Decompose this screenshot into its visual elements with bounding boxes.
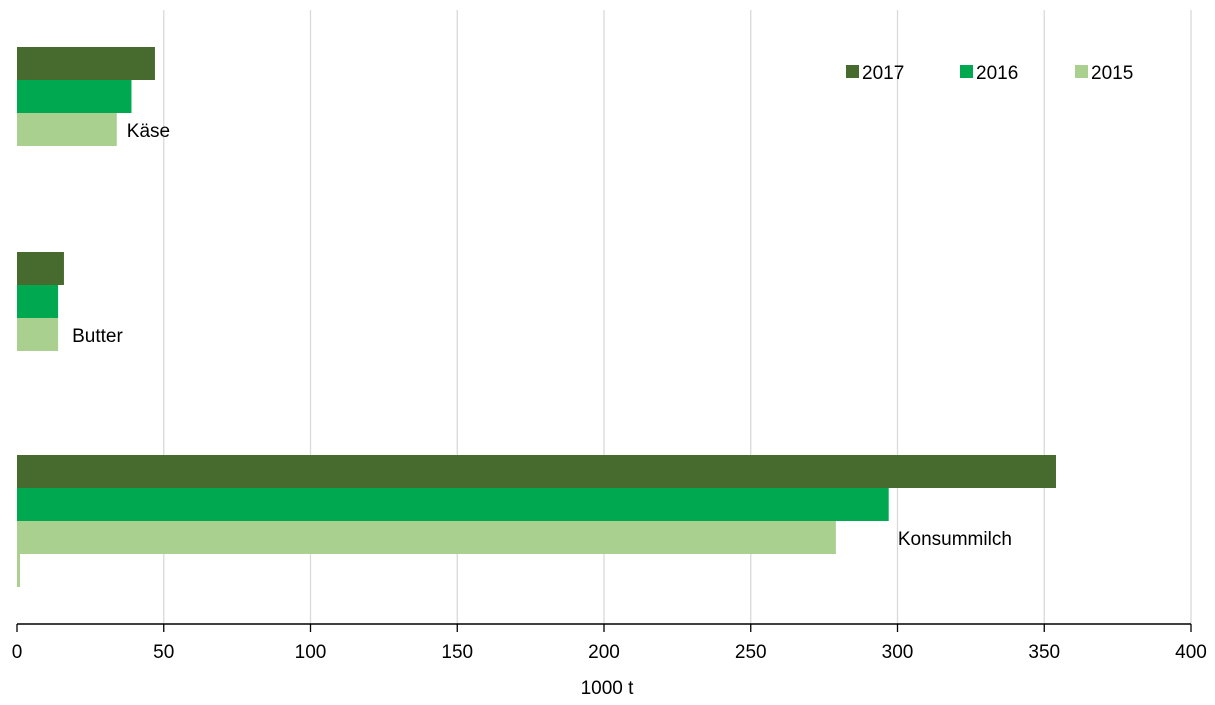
- x-tick-label: 100: [295, 642, 327, 663]
- bar-2015-0: [17, 113, 117, 146]
- x-tick-label: 400: [1175, 642, 1207, 663]
- gridlines: [163, 10, 1192, 624]
- x-tick-label: 350: [1028, 642, 1060, 663]
- legend: 2017 2016 2015: [846, 63, 1133, 84]
- x-tick-label: 150: [441, 642, 473, 663]
- legend-label-2017: 2017: [862, 63, 904, 84]
- x-tick-label: 0: [12, 642, 23, 663]
- x-tick-label: 50: [153, 642, 174, 663]
- x-axis-title: 1000 t: [581, 678, 635, 699]
- bar-2015-2: [17, 521, 836, 554]
- bar-2016-1: [17, 285, 59, 318]
- bar-2016-2: [17, 488, 889, 521]
- legend-swatch-2017: [846, 65, 859, 78]
- category-label: Butter: [72, 326, 123, 347]
- bar-2017-1: [17, 252, 64, 285]
- legend-label-2016: 2016: [976, 63, 1018, 84]
- category-labels: Käse Butter Konsummilch: [72, 121, 1012, 550]
- category-label: Käse: [127, 121, 170, 142]
- bars: [17, 47, 1056, 587]
- x-axis: 0 50 100 150 200 250 300 350 400: [12, 623, 1207, 663]
- bar-stub: [17, 554, 20, 587]
- x-tick-label: 300: [882, 642, 914, 663]
- bar-2016-0: [17, 80, 132, 113]
- bar-2017-2: [17, 455, 1056, 488]
- x-tick-label: 250: [735, 642, 767, 663]
- category-label: Konsummilch: [898, 529, 1012, 550]
- bar-2015-1: [17, 318, 59, 351]
- bar-2017-0: [17, 47, 155, 80]
- legend-swatch-2016: [960, 65, 973, 78]
- legend-swatch-2015: [1075, 65, 1088, 78]
- legend-label-2015: 2015: [1091, 63, 1133, 84]
- x-tick-label: 200: [588, 642, 620, 663]
